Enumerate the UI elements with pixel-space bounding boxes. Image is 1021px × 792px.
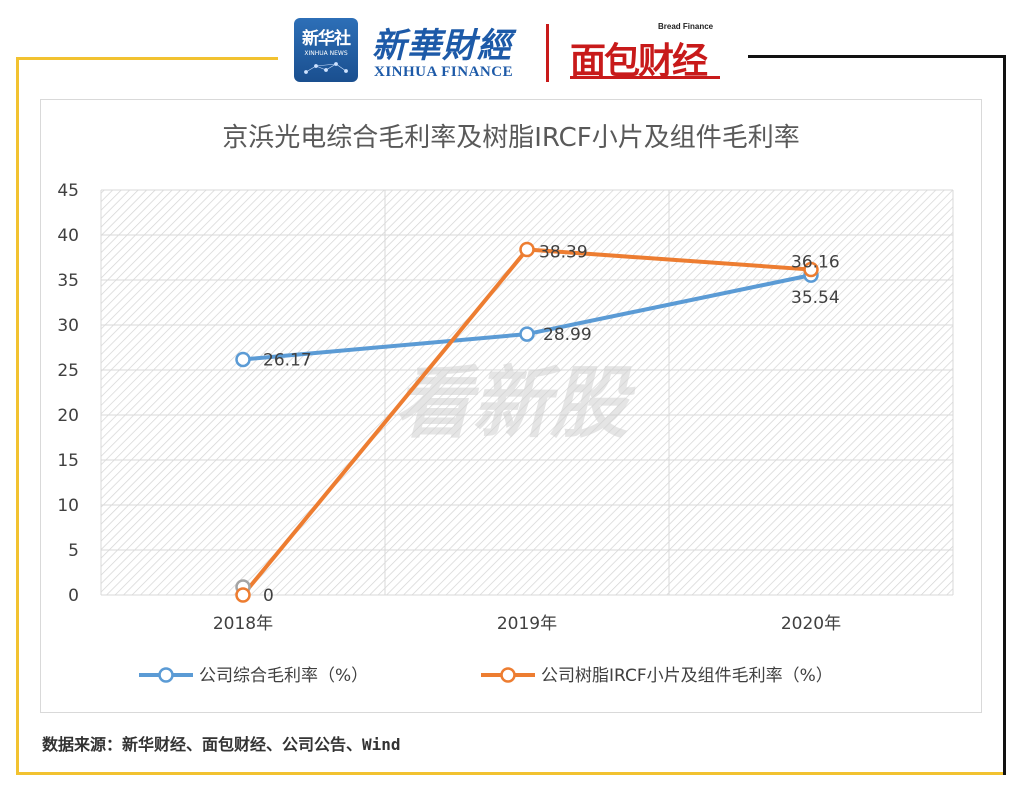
data-point [235,351,251,368]
frame-right [1003,55,1006,775]
data-label: 0 [263,586,274,606]
plot-area [101,190,953,595]
frame-top-left [16,57,278,60]
data-label: 36.16 [791,253,840,273]
y-tick-label: 5 [68,541,79,561]
data-label: 35.54 [791,288,840,308]
y-tick-label: 35 [57,271,79,291]
xinhua-news-logo: 新华社 XINHUA NEWS [294,18,358,82]
xinhua-finance-cn: 新華財經 [372,26,512,66]
network-dots-icon [304,62,348,74]
xinhua-news-logo-text: 新华社 [302,29,351,49]
data-point [519,241,535,258]
chart-title: 京浜光电综合毛利率及树脂IRCF小片及组件毛利率 [222,123,800,153]
y-tick-label: 0 [68,586,79,606]
bread-finance-underline [570,76,720,79]
chart-container: 京浜光电综合毛利率及树脂IRCF小片及组件毛利率 看新股 0 5 10 15 20 25 3… [40,99,982,713]
frame-bottom [16,772,1006,775]
data-label: 28.99 [543,325,592,345]
data-label: 38.39 [539,242,588,262]
y-tick-label: 20 [57,406,79,426]
xinhua-finance-en: XINHUA FINANCE [374,64,514,80]
line-chart: 京浜光电综合毛利率及树脂IRCF小片及组件毛利率 看新股 0 5 10 15 20 25 3… [57,123,954,686]
x-tick-label: 2018年 [213,614,273,634]
legend-label: 公司综合毛利率（%） [199,666,368,686]
xinhua-news-logo-sub: XINHUA NEWS [304,50,348,57]
frame-top-right [748,55,1006,58]
y-tick-label: 15 [57,451,79,471]
bread-finance-en: Bread Finance [658,22,714,31]
y-tick-label: 30 [57,316,79,336]
data-point [235,587,251,603]
y-tick-label: 10 [57,496,79,516]
watermark: 看新股 [394,359,636,449]
source-note: 数据来源：新华财经、面包财经、公司公告、Wind [42,735,401,754]
legend-label: 公司树脂IRCF小片及组件毛利率（%） [541,666,833,686]
data-point [803,261,819,278]
bread-finance-cn: 面包财经 [570,41,708,82]
y-tick-label: 40 [57,226,79,246]
x-tick-label: 2019年 [497,614,557,634]
y-tick-label: 45 [57,181,79,201]
y-tick-label: 25 [57,361,79,381]
data-label: 26.17 [263,350,312,370]
data-point [519,326,535,342]
frame-left [16,57,19,775]
legend-swatch-marker [500,667,516,683]
x-tick-label: 2020年 [781,614,841,634]
legend-swatch-marker [158,667,174,683]
header: 新华社 XINHUA NEWS 新華財經 XINHUA FINANCE Brea… [294,18,734,86]
header-divider [546,24,549,82]
